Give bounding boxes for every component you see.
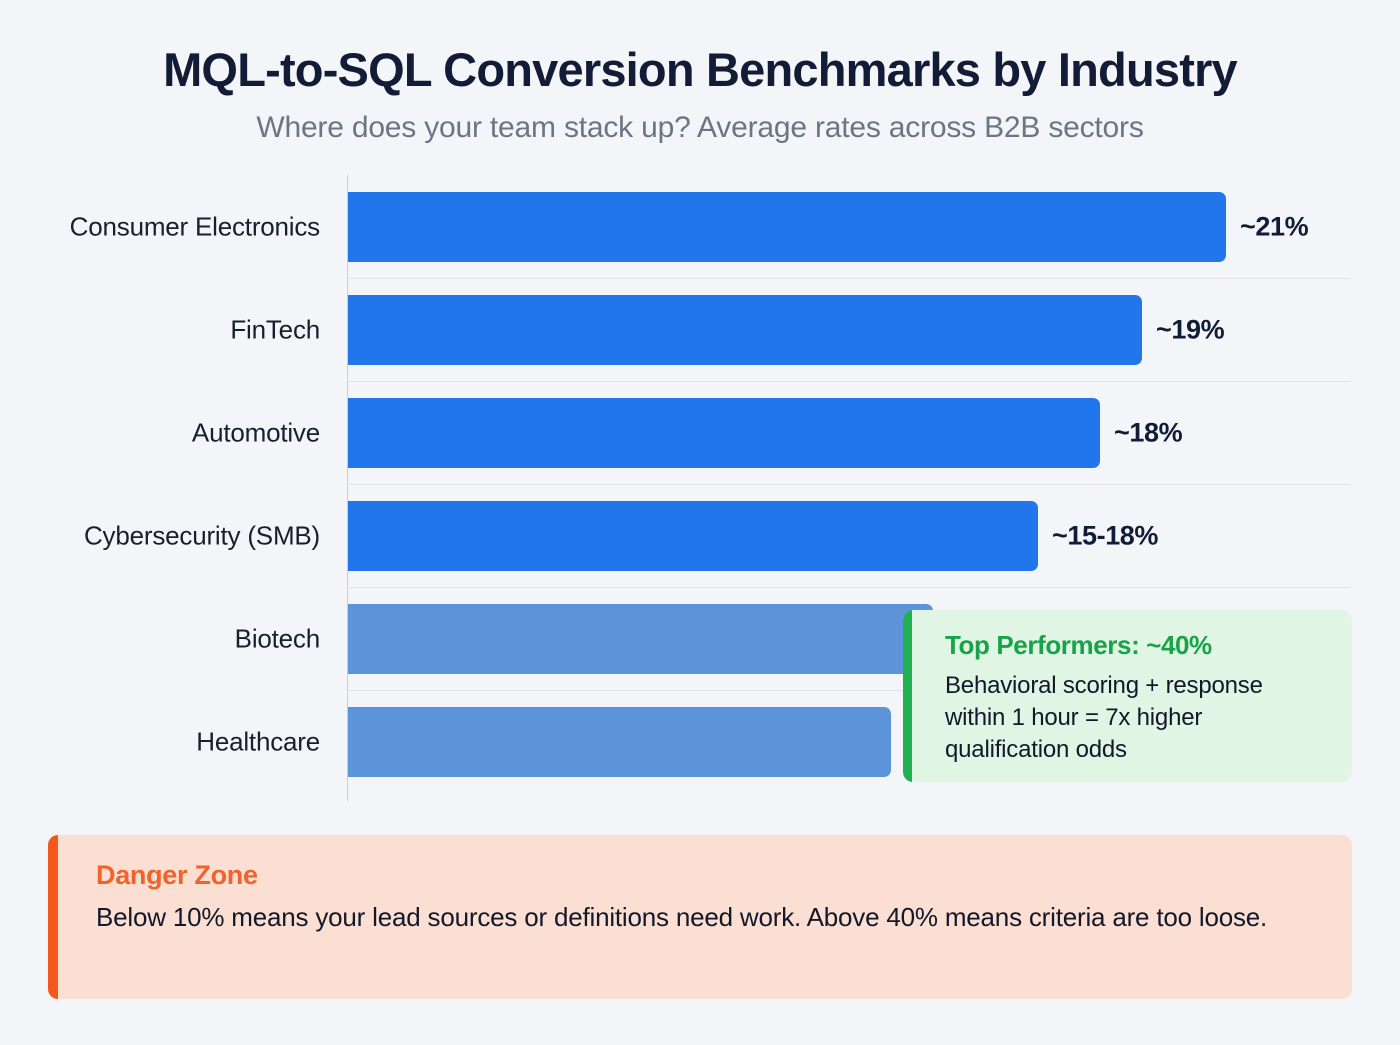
bar-row: Consumer Electronics ~21%	[0, 175, 1400, 278]
gridline	[347, 484, 1351, 485]
bar-value-label: ~19%	[1156, 314, 1225, 344]
bar-row: Healthcare~13%	[0, 690, 1400, 793]
bar-rows-container: Consumer Electronics ~21% FinTech ~19% Autom…	[0, 175, 1400, 801]
bar-row: FinTech ~19%	[0, 278, 1400, 381]
bar-value-label: ~18%	[1114, 417, 1183, 447]
callout-danger-zone-title: Danger Zone	[96, 860, 258, 890]
bar-row: Automotive ~18%	[0, 381, 1400, 484]
bar-chart-plot-area: Consumer Electronics ~21% FinTech ~19% Autom…	[0, 175, 1400, 801]
category-label: FinTech	[230, 314, 320, 344]
bar	[348, 500, 1038, 571]
bar-value-label: ~15-18%	[1052, 520, 1159, 550]
gridline	[347, 690, 1351, 691]
bar	[348, 191, 1226, 262]
page-title: MQL-to-SQL Conversion Benchmarks by Indu…	[163, 43, 1238, 96]
callout-top-performers: Top Performers: ~40% Behavioral scoring …	[903, 610, 1352, 782]
y-axis-line	[347, 175, 348, 801]
gridline	[347, 587, 1351, 588]
category-label: Cybersecurity (SMB)	[83, 520, 320, 550]
callout-top-performers-title: Top Performers: ~40%	[945, 630, 1212, 660]
callout-accent-bar	[903, 610, 912, 782]
bar	[348, 397, 1100, 468]
bar-row: Cybersecurity (SMB) ~15-18%	[0, 484, 1400, 587]
chart-header: MQL-to-SQL Conversion Benchmarks by Indu…	[0, 0, 1400, 145]
bar	[348, 294, 1142, 365]
callout-danger-zone-body: Below 10% means your lead sources or def…	[96, 902, 1268, 933]
bar	[348, 603, 933, 674]
category-label: Automotive	[191, 417, 320, 447]
callout-danger-zone: Danger Zone Below 10% means your lead so…	[48, 835, 1352, 999]
page-subtitle: Where does your team stack up? Average r…	[256, 110, 1144, 144]
callout-top-performers-body: Behavioral scoring + response within 1 h…	[945, 672, 1263, 763]
bar	[348, 706, 891, 777]
category-label: Consumer Electronics	[69, 211, 321, 241]
category-label: Healthcare	[196, 726, 320, 756]
gridline	[347, 278, 1351, 279]
gridline	[347, 381, 1351, 382]
callout-accent-bar	[48, 835, 58, 999]
category-label: Biotech	[234, 623, 321, 653]
bar-value-label: ~21%	[1240, 211, 1309, 241]
